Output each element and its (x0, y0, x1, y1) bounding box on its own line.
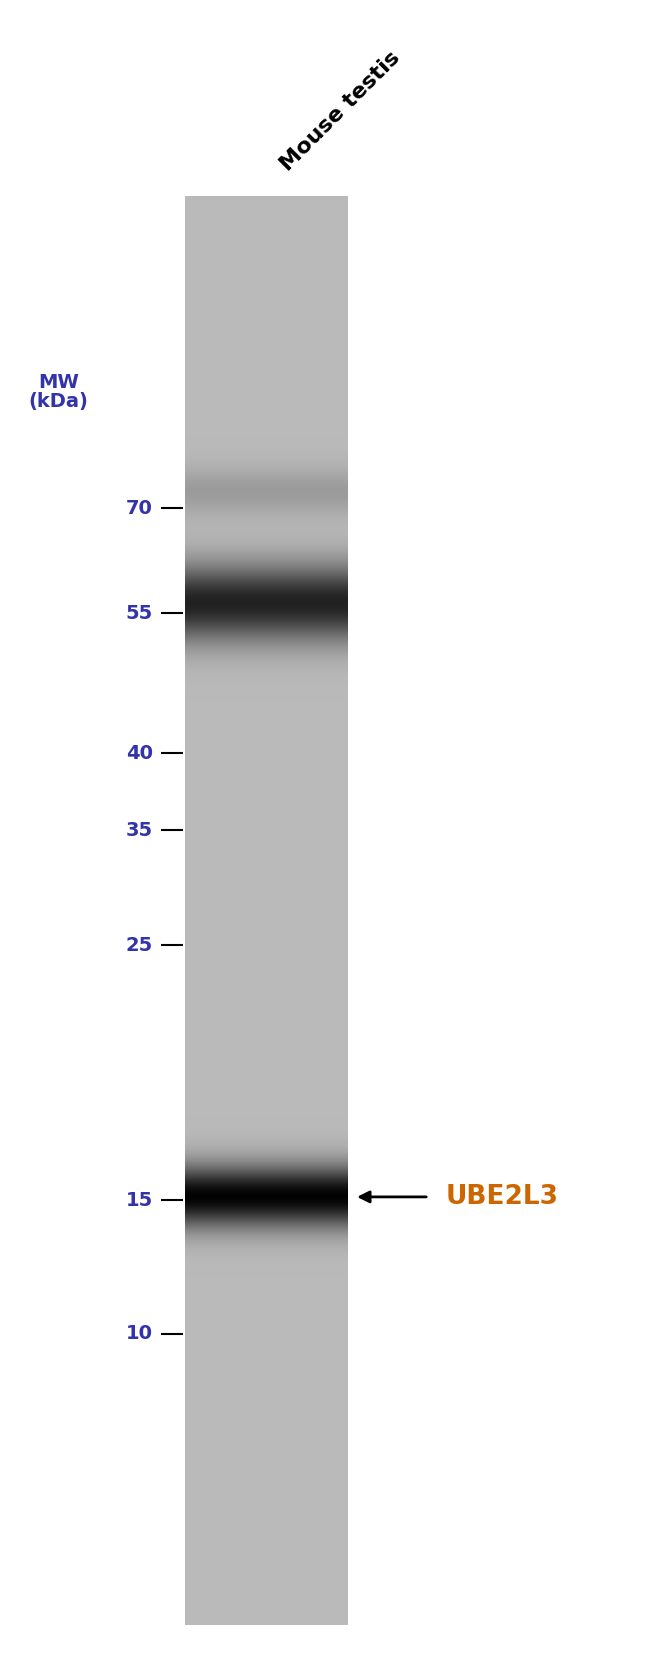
Text: 55: 55 (125, 603, 153, 623)
Text: 10: 10 (125, 1324, 153, 1344)
Text: 40: 40 (125, 743, 153, 763)
Text: (kDa): (kDa) (29, 392, 88, 410)
Text: UBE2L3: UBE2L3 (445, 1184, 558, 1210)
Text: 25: 25 (125, 935, 153, 955)
Text: 35: 35 (125, 820, 153, 840)
Text: 15: 15 (125, 1190, 153, 1210)
Text: MW: MW (38, 373, 79, 392)
Text: Mouse testis: Mouse testis (276, 48, 404, 175)
Text: 70: 70 (126, 498, 153, 518)
